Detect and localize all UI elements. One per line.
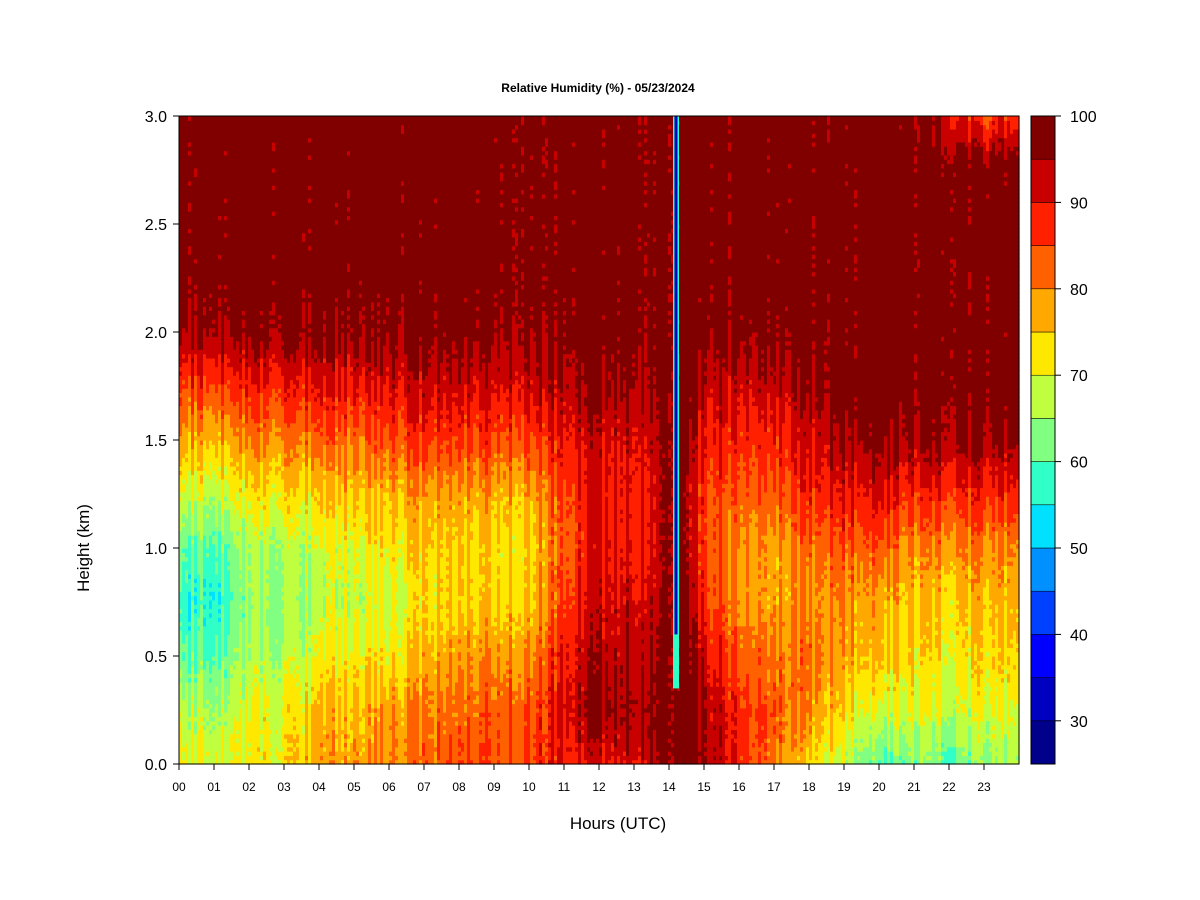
heatmap-plot-area xyxy=(179,116,1020,765)
chart-title: Relative Humidity (%) - 05/23/2024 xyxy=(501,81,695,95)
